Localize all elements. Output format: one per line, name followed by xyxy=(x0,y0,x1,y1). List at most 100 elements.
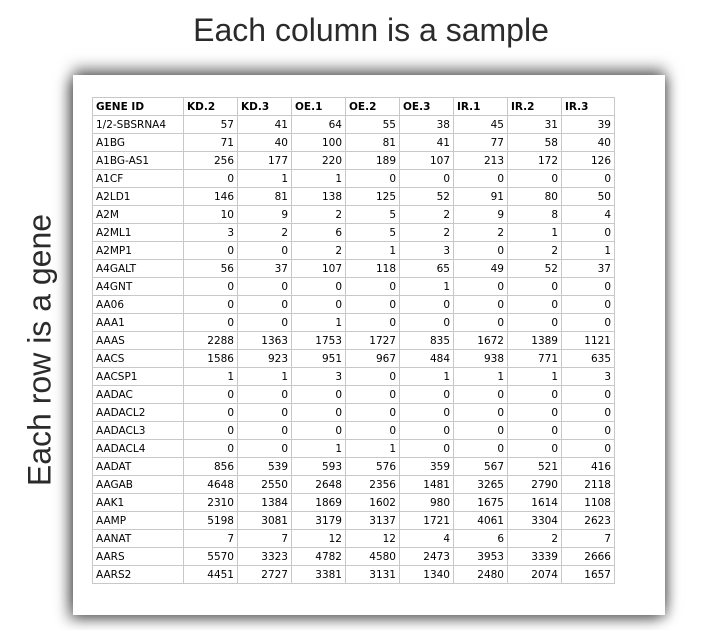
count-cell: 1 xyxy=(507,367,562,386)
count-cell: 0 xyxy=(237,421,292,440)
count-cell: 57 xyxy=(183,115,238,134)
count-cell: 2 xyxy=(399,205,454,224)
count-cell: 1481 xyxy=(399,475,454,494)
count-cell: 539 xyxy=(237,457,292,476)
count-cell: 416 xyxy=(561,457,615,476)
count-cell: 0 xyxy=(561,313,615,332)
count-cell: 118 xyxy=(345,259,400,278)
column-caption: Each column is a sample xyxy=(193,12,549,48)
count-cell: 0 xyxy=(345,421,400,440)
count-cell: 7 xyxy=(237,529,292,548)
count-cell: 256 xyxy=(183,151,238,170)
gene-id-cell: A2ML1 xyxy=(92,223,184,242)
count-cell: 172 xyxy=(507,151,562,170)
count-cell: 635 xyxy=(561,349,615,368)
count-cell: 567 xyxy=(453,457,508,476)
count-cell: 1389 xyxy=(507,331,562,350)
count-cell: 2074 xyxy=(507,565,562,584)
count-cell: 38 xyxy=(399,115,454,134)
count-cell: 12 xyxy=(345,529,400,548)
table-row: AAMP 5198 3081 3179 3137 1721 4061 3304 2623 xyxy=(92,511,615,530)
count-cell: 0 xyxy=(237,385,292,404)
count-cell: 3 xyxy=(183,223,238,242)
header-oe1: OE.1 xyxy=(291,97,346,116)
gene-id-cell: AAK1 xyxy=(92,493,184,512)
count-cell: 521 xyxy=(507,457,562,476)
count-cell: 0 xyxy=(561,385,615,404)
count-cell: 2 xyxy=(507,529,562,548)
count-cell: 0 xyxy=(183,403,238,422)
count-cell: 146 xyxy=(183,187,238,206)
count-cell: 0 xyxy=(507,403,562,422)
count-cell: 4648 xyxy=(183,475,238,494)
count-cell: 1721 xyxy=(399,511,454,530)
count-cell: 37 xyxy=(237,259,292,278)
table-row: AADACL3 0 0 0 0 0 0 0 0 xyxy=(92,421,615,440)
count-cell: 2 xyxy=(291,205,346,224)
count-cell: 1602 xyxy=(345,493,400,512)
gene-id-cell: AAAS xyxy=(92,331,184,350)
count-cell: 0 xyxy=(345,385,400,404)
count-cell: 0 xyxy=(183,385,238,404)
count-cell: 1 xyxy=(507,223,562,242)
count-cell: 0 xyxy=(453,439,508,458)
count-cell: 1869 xyxy=(291,493,346,512)
count-cell: 2 xyxy=(453,223,508,242)
count-cell: 5570 xyxy=(183,547,238,566)
count-cell: 0 xyxy=(183,439,238,458)
count-cell: 213 xyxy=(453,151,508,170)
count-cell: 0 xyxy=(399,295,454,314)
gene-id-cell: AADACL4 xyxy=(92,439,184,458)
table-row: A2MP1 0 0 2 1 3 0 2 1 xyxy=(92,241,615,260)
count-cell: 3339 xyxy=(507,547,562,566)
gene-id-cell: 1/2-SBSRNA4 xyxy=(92,115,184,134)
count-cell: 31 xyxy=(507,115,562,134)
table-row: AACS 1586 923 951 967 484 938 771 635 xyxy=(92,349,615,368)
table-row: A1CF 0 1 1 0 0 0 0 0 xyxy=(92,169,615,188)
count-cell: 0 xyxy=(399,169,454,188)
count-cell: 0 xyxy=(561,439,615,458)
count-cell: 0 xyxy=(561,169,615,188)
header-row: GENE ID KD.2 KD.3 OE.1 OE.2 OE.3 IR.1 IR… xyxy=(92,97,615,116)
count-cell: 77 xyxy=(453,133,508,152)
count-cell: 1 xyxy=(291,439,346,458)
count-cell: 4580 xyxy=(345,547,400,566)
count-cell: 6 xyxy=(291,223,346,242)
table-row: AARS 5570 3323 4782 4580 2473 3953 3339 2666 xyxy=(92,547,615,566)
table-row: AADAC 0 0 0 0 0 0 0 0 xyxy=(92,385,615,404)
table-sheet: GENE ID KD.2 KD.3 OE.1 OE.2 OE.3 IR.1 IR… xyxy=(73,75,665,615)
count-cell: 6 xyxy=(453,529,508,548)
count-cell: 3265 xyxy=(453,475,508,494)
count-cell: 5 xyxy=(345,205,400,224)
table-row: A4GNT 0 0 0 0 1 0 0 0 xyxy=(92,277,615,296)
count-cell: 2790 xyxy=(507,475,562,494)
count-cell: 0 xyxy=(561,277,615,296)
count-cell: 7 xyxy=(561,529,615,548)
gene-id-cell: AAGAB xyxy=(92,475,184,494)
count-cell: 0 xyxy=(291,421,346,440)
count-cell: 7 xyxy=(183,529,238,548)
count-cell: 1 xyxy=(291,313,346,332)
header-kd3: KD.3 xyxy=(237,97,292,116)
count-cell: 3 xyxy=(399,241,454,260)
count-cell: 0 xyxy=(345,403,400,422)
count-cell: 3137 xyxy=(345,511,400,530)
header-ir2: IR.2 xyxy=(507,97,562,116)
count-cell: 0 xyxy=(183,421,238,440)
count-cell: 5 xyxy=(345,223,400,242)
count-cell: 107 xyxy=(399,151,454,170)
count-cell: 1 xyxy=(345,439,400,458)
table-row: A1BG 71 40 100 81 41 77 58 40 xyxy=(92,133,615,152)
count-cell: 3323 xyxy=(237,547,292,566)
count-cell: 65 xyxy=(399,259,454,278)
count-cell: 0 xyxy=(345,277,400,296)
gene-id-cell: AADAC xyxy=(92,385,184,404)
count-cell: 0 xyxy=(561,295,615,314)
table-row: AADAT 856 539 593 576 359 567 521 416 xyxy=(92,457,615,476)
count-cell: 593 xyxy=(291,457,346,476)
gene-id-cell: A1CF xyxy=(92,169,184,188)
count-cell: 0 xyxy=(561,421,615,440)
count-cell: 107 xyxy=(291,259,346,278)
count-cell: 177 xyxy=(237,151,292,170)
count-cell: 0 xyxy=(237,241,292,260)
